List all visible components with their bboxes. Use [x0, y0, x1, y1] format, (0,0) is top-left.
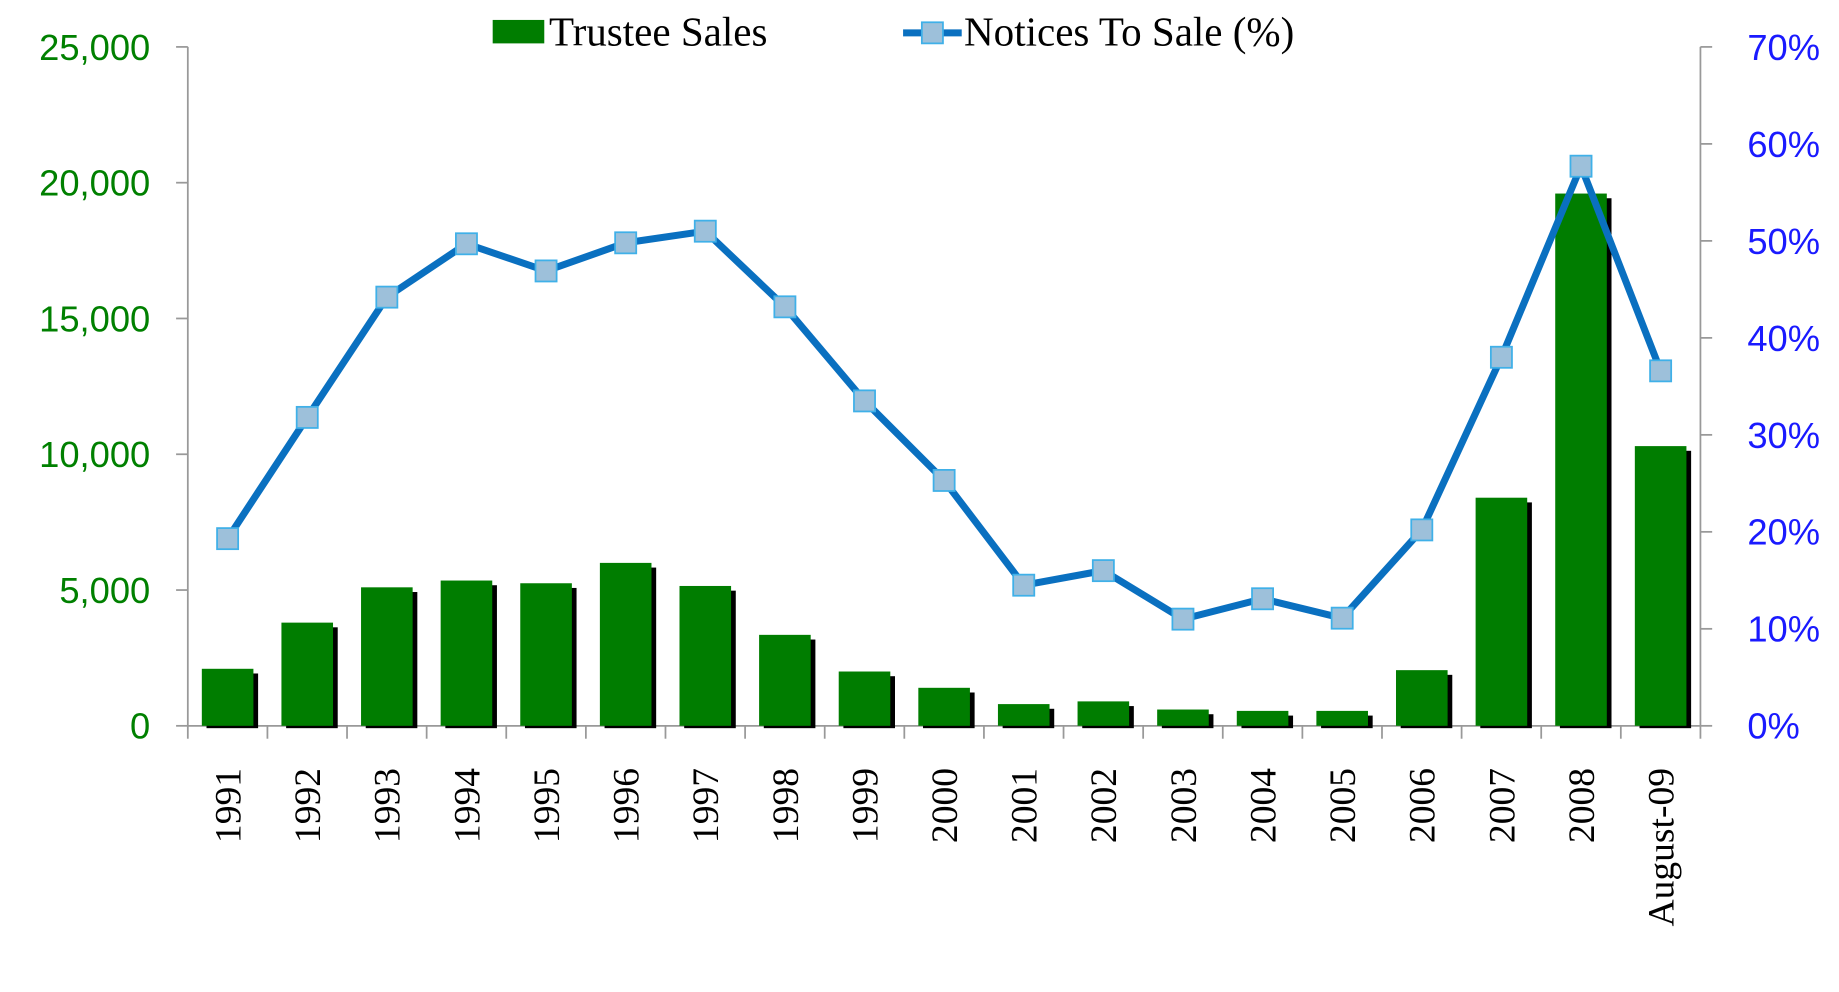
x-tick-label: 2002	[1084, 768, 1125, 843]
y2-tick-label: 10%	[1747, 609, 1820, 650]
y-tick-label: 20,000	[39, 163, 150, 204]
bar	[1395, 670, 1448, 726]
y-tick-label: 15,000	[39, 298, 150, 339]
line-marker	[216, 527, 240, 551]
line-marker	[1091, 559, 1115, 583]
line-marker	[375, 285, 399, 309]
x-tick-label: 2007	[1482, 768, 1523, 843]
bar	[599, 562, 652, 726]
bar	[679, 585, 732, 726]
y2-tick-label: 70%	[1747, 27, 1820, 68]
legend-swatch	[492, 19, 545, 44]
x-tick-label: 2004	[1243, 768, 1284, 843]
y2-tick-label: 0%	[1747, 706, 1800, 747]
line-marker	[295, 405, 319, 429]
x-tick-label: 2001	[1005, 768, 1046, 843]
x-tick-label: 1993	[368, 768, 409, 843]
y2-tick-label: 20%	[1747, 512, 1820, 553]
line-marker	[1330, 606, 1354, 630]
line-marker	[1012, 573, 1036, 597]
x-tick-label: 1995	[527, 768, 568, 843]
line-marker	[853, 389, 876, 413]
line-marker	[455, 232, 478, 256]
x-tick-label: 1999	[845, 768, 886, 843]
bar	[1316, 710, 1368, 726]
line-marker	[1171, 607, 1195, 631]
bar	[201, 668, 254, 726]
bar	[281, 622, 334, 726]
bar	[361, 587, 413, 726]
bar	[1634, 446, 1687, 726]
y-tick-label: 10,000	[39, 434, 150, 475]
x-tick-label: 1997	[686, 768, 727, 843]
bar	[997, 704, 1050, 726]
x-tick-label: 1991	[209, 768, 250, 843]
x-tick-label: 2005	[1323, 768, 1364, 843]
x-tick-label: 1992	[288, 768, 329, 843]
y-tick-label: 0	[130, 706, 150, 747]
y2-tick-label: 30%	[1747, 415, 1820, 456]
legend-label: Notices To Sale (%)	[964, 9, 1294, 55]
x-tick-label: 1996	[607, 768, 648, 843]
line-marker	[932, 469, 956, 492]
bar	[1475, 497, 1528, 726]
line-marker	[1410, 518, 1434, 542]
line-marker	[1649, 359, 1673, 383]
bar	[918, 687, 970, 726]
y-tick-label: 5,000	[59, 570, 150, 611]
bar	[838, 671, 891, 726]
legend-swatch	[920, 21, 944, 45]
bar	[520, 583, 572, 726]
bar	[1077, 701, 1130, 726]
bar	[1157, 709, 1209, 726]
line-marker	[534, 259, 558, 283]
y2-tick-label: 40%	[1747, 318, 1820, 359]
line-marker	[1489, 345, 1513, 369]
x-tick-label: 2003	[1164, 768, 1205, 843]
x-tick-label: August-09	[1642, 768, 1683, 926]
bar	[1236, 710, 1289, 726]
bar	[440, 580, 493, 726]
line-marker	[693, 219, 717, 243]
y2-tick-label: 60%	[1747, 124, 1820, 165]
line-marker	[614, 231, 638, 255]
line-marker	[1251, 587, 1275, 611]
line-marker	[773, 295, 797, 319]
line-marker	[1569, 154, 1593, 178]
x-tick-label: 2008	[1562, 768, 1603, 843]
x-tick-label: 2000	[925, 768, 966, 843]
line	[224, 162, 1664, 623]
y2-tick-label: 50%	[1747, 221, 1820, 262]
x-tick-label: 1994	[447, 768, 488, 843]
bar	[759, 634, 811, 726]
x-tick-label: 2006	[1403, 768, 1444, 843]
legend-label: Trustee Sales	[549, 9, 767, 55]
y-tick-label: 25,000	[39, 27, 150, 68]
x-tick-label: 1998	[766, 768, 807, 843]
bar	[1555, 193, 1607, 726]
